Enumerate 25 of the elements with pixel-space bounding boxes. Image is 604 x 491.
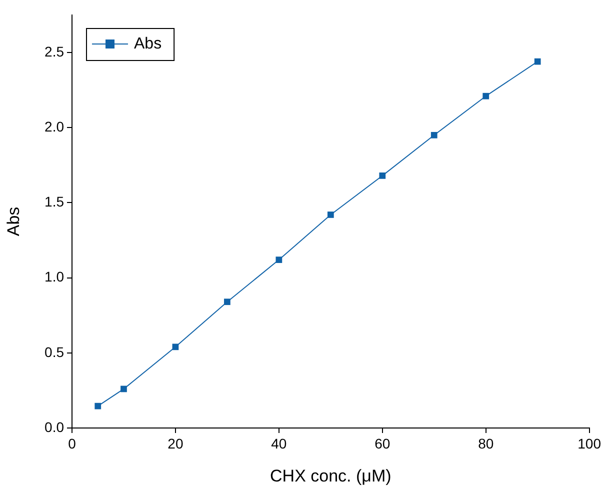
y-tick-label: 2.5	[44, 43, 64, 60]
y-tick-label: 1.5	[44, 194, 64, 210]
x-tick-label: 0	[68, 435, 76, 452]
x-axis-title: CHX conc. (μM)	[270, 466, 392, 486]
legend-label: Abs	[134, 35, 162, 52]
y-tick-label: 0.5	[44, 344, 64, 360]
point	[224, 298, 230, 306]
x-tick-label: 80	[478, 435, 494, 452]
point	[172, 344, 179, 350]
point	[276, 256, 282, 263]
x-tick-label: 60	[374, 435, 390, 452]
point	[120, 386, 127, 392]
point	[482, 92, 490, 100]
point	[94, 402, 102, 410]
point	[534, 58, 541, 65]
x-tick-label: 40	[271, 435, 287, 452]
y-tick-label: 1.0	[44, 268, 64, 285]
point	[379, 172, 386, 179]
y-tick-label: 2.0	[44, 118, 64, 134]
y-tick-label: 0.0	[44, 418, 64, 435]
point	[430, 132, 438, 138]
x-tick-label: 100	[578, 435, 602, 452]
x-tick-label: 20	[168, 435, 184, 452]
point	[327, 212, 334, 218]
y-axis-title: Abs	[4, 206, 23, 236]
